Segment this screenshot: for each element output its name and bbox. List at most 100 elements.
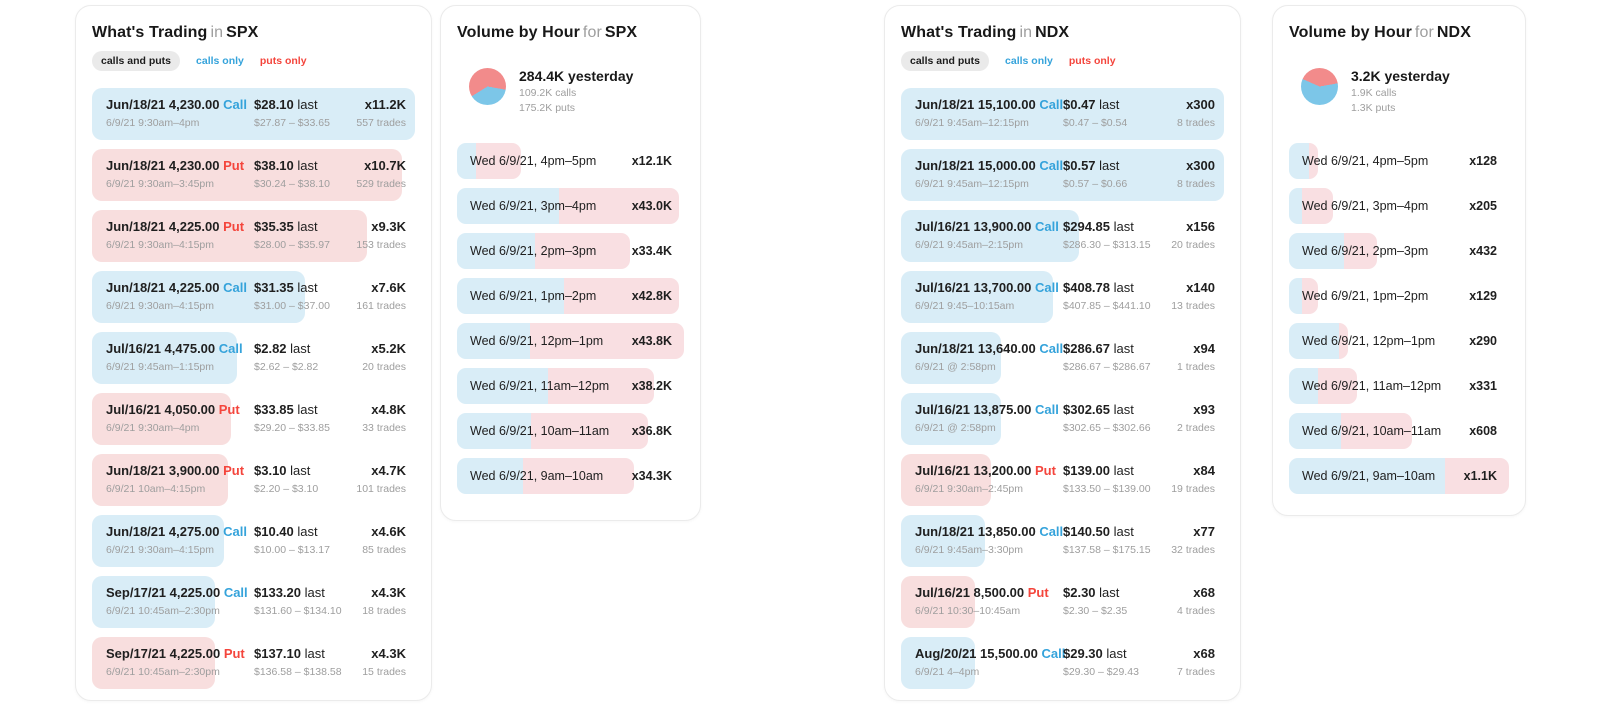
volume-column: x4.3K 18 trades [346, 585, 406, 628]
volume-multiple: x300 [1186, 158, 1215, 173]
trading-row[interactable]: Sep/17/21 4,225.00 Call 6/9/21 10:45am–2… [92, 576, 415, 628]
hour-label: Wed 6/9/21, 4pm–5pm [1302, 154, 1429, 168]
page-title: Volume by Hour for SPX [457, 24, 684, 42]
last-price-line: $286.67 last [1063, 341, 1155, 357]
last-price-line: $2.30 last [1063, 585, 1155, 601]
hour-label: Wed 6/9/21, 2pm–3pm [1302, 244, 1429, 258]
filter-calls-and-puts[interactable]: calls and puts [901, 51, 990, 71]
trading-row[interactable]: Jul/16/21 8,500.00 Put 6/9/21 10:30–10:4… [901, 576, 1224, 628]
last-price-line: $408.78 last [1063, 280, 1155, 296]
puts-segment [1343, 233, 1377, 269]
contract-label: Jun/18/21 4,230.00 [106, 97, 224, 112]
volume-summary: 3.2K yesterday 1.9K calls 1.3K puts [1301, 68, 1509, 114]
last-price: $0.47 [1063, 97, 1096, 112]
contract-column: Jun/18/21 15,100.00 Call 6/9/21 9:45am–1… [915, 97, 1063, 140]
volume-column: x4.3K 15 trades [346, 646, 406, 689]
page-title: Volume by Hour for NDX [1289, 24, 1509, 42]
trading-row[interactable]: Jun/18/21 4,225.00 Put 6/9/21 9:30am–4:1… [92, 210, 415, 262]
trading-row[interactable]: Jun/18/21 4,230.00 Put 6/9/21 9:30am–3:4… [92, 149, 415, 201]
contract-column: Jul/16/21 13,700.00 Call 6/9/21 9:45–10:… [915, 280, 1063, 323]
price-range: $407.85 – $441.10 [1063, 299, 1151, 312]
filter-calls-only[interactable]: calls only [1005, 55, 1053, 67]
price-column: $31.35 last $31.00 – $37.00 [254, 280, 346, 323]
trading-row-content: Jun/18/21 13,850.00 Call 6/9/21 9:45am–3… [901, 515, 1224, 567]
trading-row[interactable]: Aug/20/21 15,500.00 Call 6/9/21 4–4pm $2… [901, 637, 1224, 689]
hour-volume-bar [457, 458, 635, 494]
filter-puts-only[interactable]: puts only [259, 55, 307, 67]
volume-by-hour-panel-spx: Volume by Hour for SPX 284.4K yesterday 10… [440, 5, 701, 521]
trading-row[interactable]: Jul/16/21 13,900.00 Call 6/9/21 9:45am–2… [901, 210, 1224, 262]
contract-column: Jun/18/21 4,225.00 Put 6/9/21 9:30am–4:1… [106, 219, 254, 262]
trade-count: 33 trades [362, 421, 406, 434]
contract-label: Jun/18/21 15,100.00 [915, 97, 1040, 112]
last-label: last [293, 158, 318, 173]
hour-row-content: Wed 6/9/21, 3pm–4pm x205 [1289, 188, 1509, 224]
trading-row[interactable]: Jun/18/21 4,275.00 Call 6/9/21 9:30am–4:… [92, 515, 415, 567]
trading-row[interactable]: Jun/18/21 3,900.00 Put 6/9/21 10am–4:15p… [92, 454, 415, 506]
filter-calls-and-puts[interactable]: calls and puts [92, 51, 181, 71]
filter-calls-only[interactable]: calls only [196, 55, 244, 67]
hour-volume-bar [1289, 323, 1349, 359]
trading-rows-list: Jun/18/21 4,230.00 Call 6/9/21 9:30am–4p… [92, 88, 415, 689]
trading-row[interactable]: Jul/16/21 4,050.00 Put 6/9/21 9:30am–4pm… [92, 393, 415, 445]
hour-volume-bar [457, 188, 680, 224]
trading-row-content: Jul/16/21 13,875.00 Call 6/9/21 @ 2:58pm… [901, 393, 1224, 445]
contract-column: Jul/16/21 13,200.00 Put 6/9/21 9:30am–2:… [915, 463, 1063, 506]
volume-multiple: x4.7K [371, 463, 406, 478]
volume-rows-list: Wed 6/9/21, 4pm–5pm x12.1K Wed 6/9/21, 3… [457, 143, 684, 494]
contract-time: 6/9/21 9:45am–12:15pm [915, 116, 1029, 129]
volume-multiple: x68 [1193, 646, 1215, 661]
trading-row[interactable]: Jul/16/21 4,475.00 Call 6/9/21 9:45am–1:… [92, 332, 415, 384]
trading-row[interactable]: Jul/16/21 13,200.00 Put 6/9/21 9:30am–2:… [901, 454, 1224, 506]
hour-count: x129 [1469, 289, 1497, 303]
volume-column: x68 4 trades [1155, 585, 1215, 628]
trading-row[interactable]: Jun/18/21 4,225.00 Call 6/9/21 9:30am–4:… [92, 271, 415, 323]
last-label: last [293, 97, 318, 112]
trading-row-content: Jul/16/21 4,050.00 Put 6/9/21 9:30am–4pm… [92, 393, 415, 445]
contract-side: Put [223, 219, 245, 234]
last-price: $137.10 [254, 646, 301, 661]
trading-row[interactable]: Jun/18/21 13,640.00 Call 6/9/21 @ 2:58pm… [901, 332, 1224, 384]
trading-row-content: Jun/18/21 3,900.00 Put 6/9/21 10am–4:15p… [92, 454, 415, 506]
hour-row-content: Wed 6/9/21, 10am–11am x36.8K [457, 413, 684, 449]
row-volume-bar [901, 576, 976, 628]
puts-segment [1317, 368, 1358, 404]
hour-count: x43.8K [631, 334, 672, 348]
contract-label: Jun/18/21 4,275.00 [106, 524, 224, 539]
price-range: $29.20 – $33.85 [254, 421, 330, 434]
contract-title: Jun/18/21 13,850.00 Call [915, 524, 1063, 540]
trading-row-content: Jun/18/21 4,225.00 Put 6/9/21 9:30am–4:1… [92, 210, 415, 262]
title-main: What's Trading [92, 24, 208, 41]
contract-time: 6/9/21 9:45am–1:15pm [106, 360, 214, 373]
trading-row[interactable]: Jul/16/21 13,700.00 Call 6/9/21 9:45–10:… [901, 271, 1224, 323]
calls-segment [457, 458, 523, 494]
hour-label: Wed 6/9/21, 10am–11am [1302, 424, 1442, 438]
last-price: $38.10 [254, 158, 294, 173]
last-label: last [1095, 585, 1120, 600]
trading-row[interactable]: Sep/17/21 4,225.00 Put 6/9/21 10:45am–2:… [92, 637, 415, 689]
title-main: Volume by Hour [457, 24, 580, 41]
contract-title: Jun/18/21 4,275.00 Call [106, 524, 254, 540]
last-price: $133.20 [254, 585, 301, 600]
last-price: $10.40 [254, 524, 294, 539]
trading-row[interactable]: Jun/18/21 15,000.00 Call 6/9/21 9:45am–1… [901, 149, 1224, 201]
trading-row[interactable]: Jul/16/21 13,875.00 Call 6/9/21 @ 2:58pm… [901, 393, 1224, 445]
last-label: last [286, 341, 311, 356]
volume-column: x7.6K 161 trades [346, 280, 406, 323]
filter-puts-only[interactable]: puts only [1068, 55, 1116, 67]
trading-row[interactable]: Jun/18/21 4,230.00 Call 6/9/21 9:30am–4p… [92, 88, 415, 140]
trading-row-content: Jul/16/21 8,500.00 Put 6/9/21 10:30–10:4… [901, 576, 1224, 628]
trading-row[interactable]: Jun/18/21 13,850.00 Call 6/9/21 9:45am–3… [901, 515, 1224, 567]
volume-hour-row: Wed 6/9/21, 1pm–2pm x129 [1289, 278, 1509, 314]
hour-volume-bar [457, 143, 521, 179]
volume-hour-row: Wed 6/9/21, 9am–10am x1.1K [1289, 458, 1509, 494]
price-range: $131.60 – $134.10 [254, 604, 342, 617]
calls-volume: 1.9K calls [1351, 87, 1397, 99]
last-label: last [1110, 280, 1134, 295]
hour-row-content: Wed 6/9/21, 2pm–3pm x432 [1289, 233, 1509, 269]
volume-hour-row: Wed 6/9/21, 11am–12pm x38.2K [457, 368, 684, 404]
price-range: $10.00 – $13.17 [254, 543, 330, 556]
trade-count: 85 trades [362, 543, 406, 556]
filter-group: calls and puts calls only puts only [901, 51, 1224, 71]
trading-row[interactable]: Jun/18/21 15,100.00 Call 6/9/21 9:45am–1… [901, 88, 1224, 140]
